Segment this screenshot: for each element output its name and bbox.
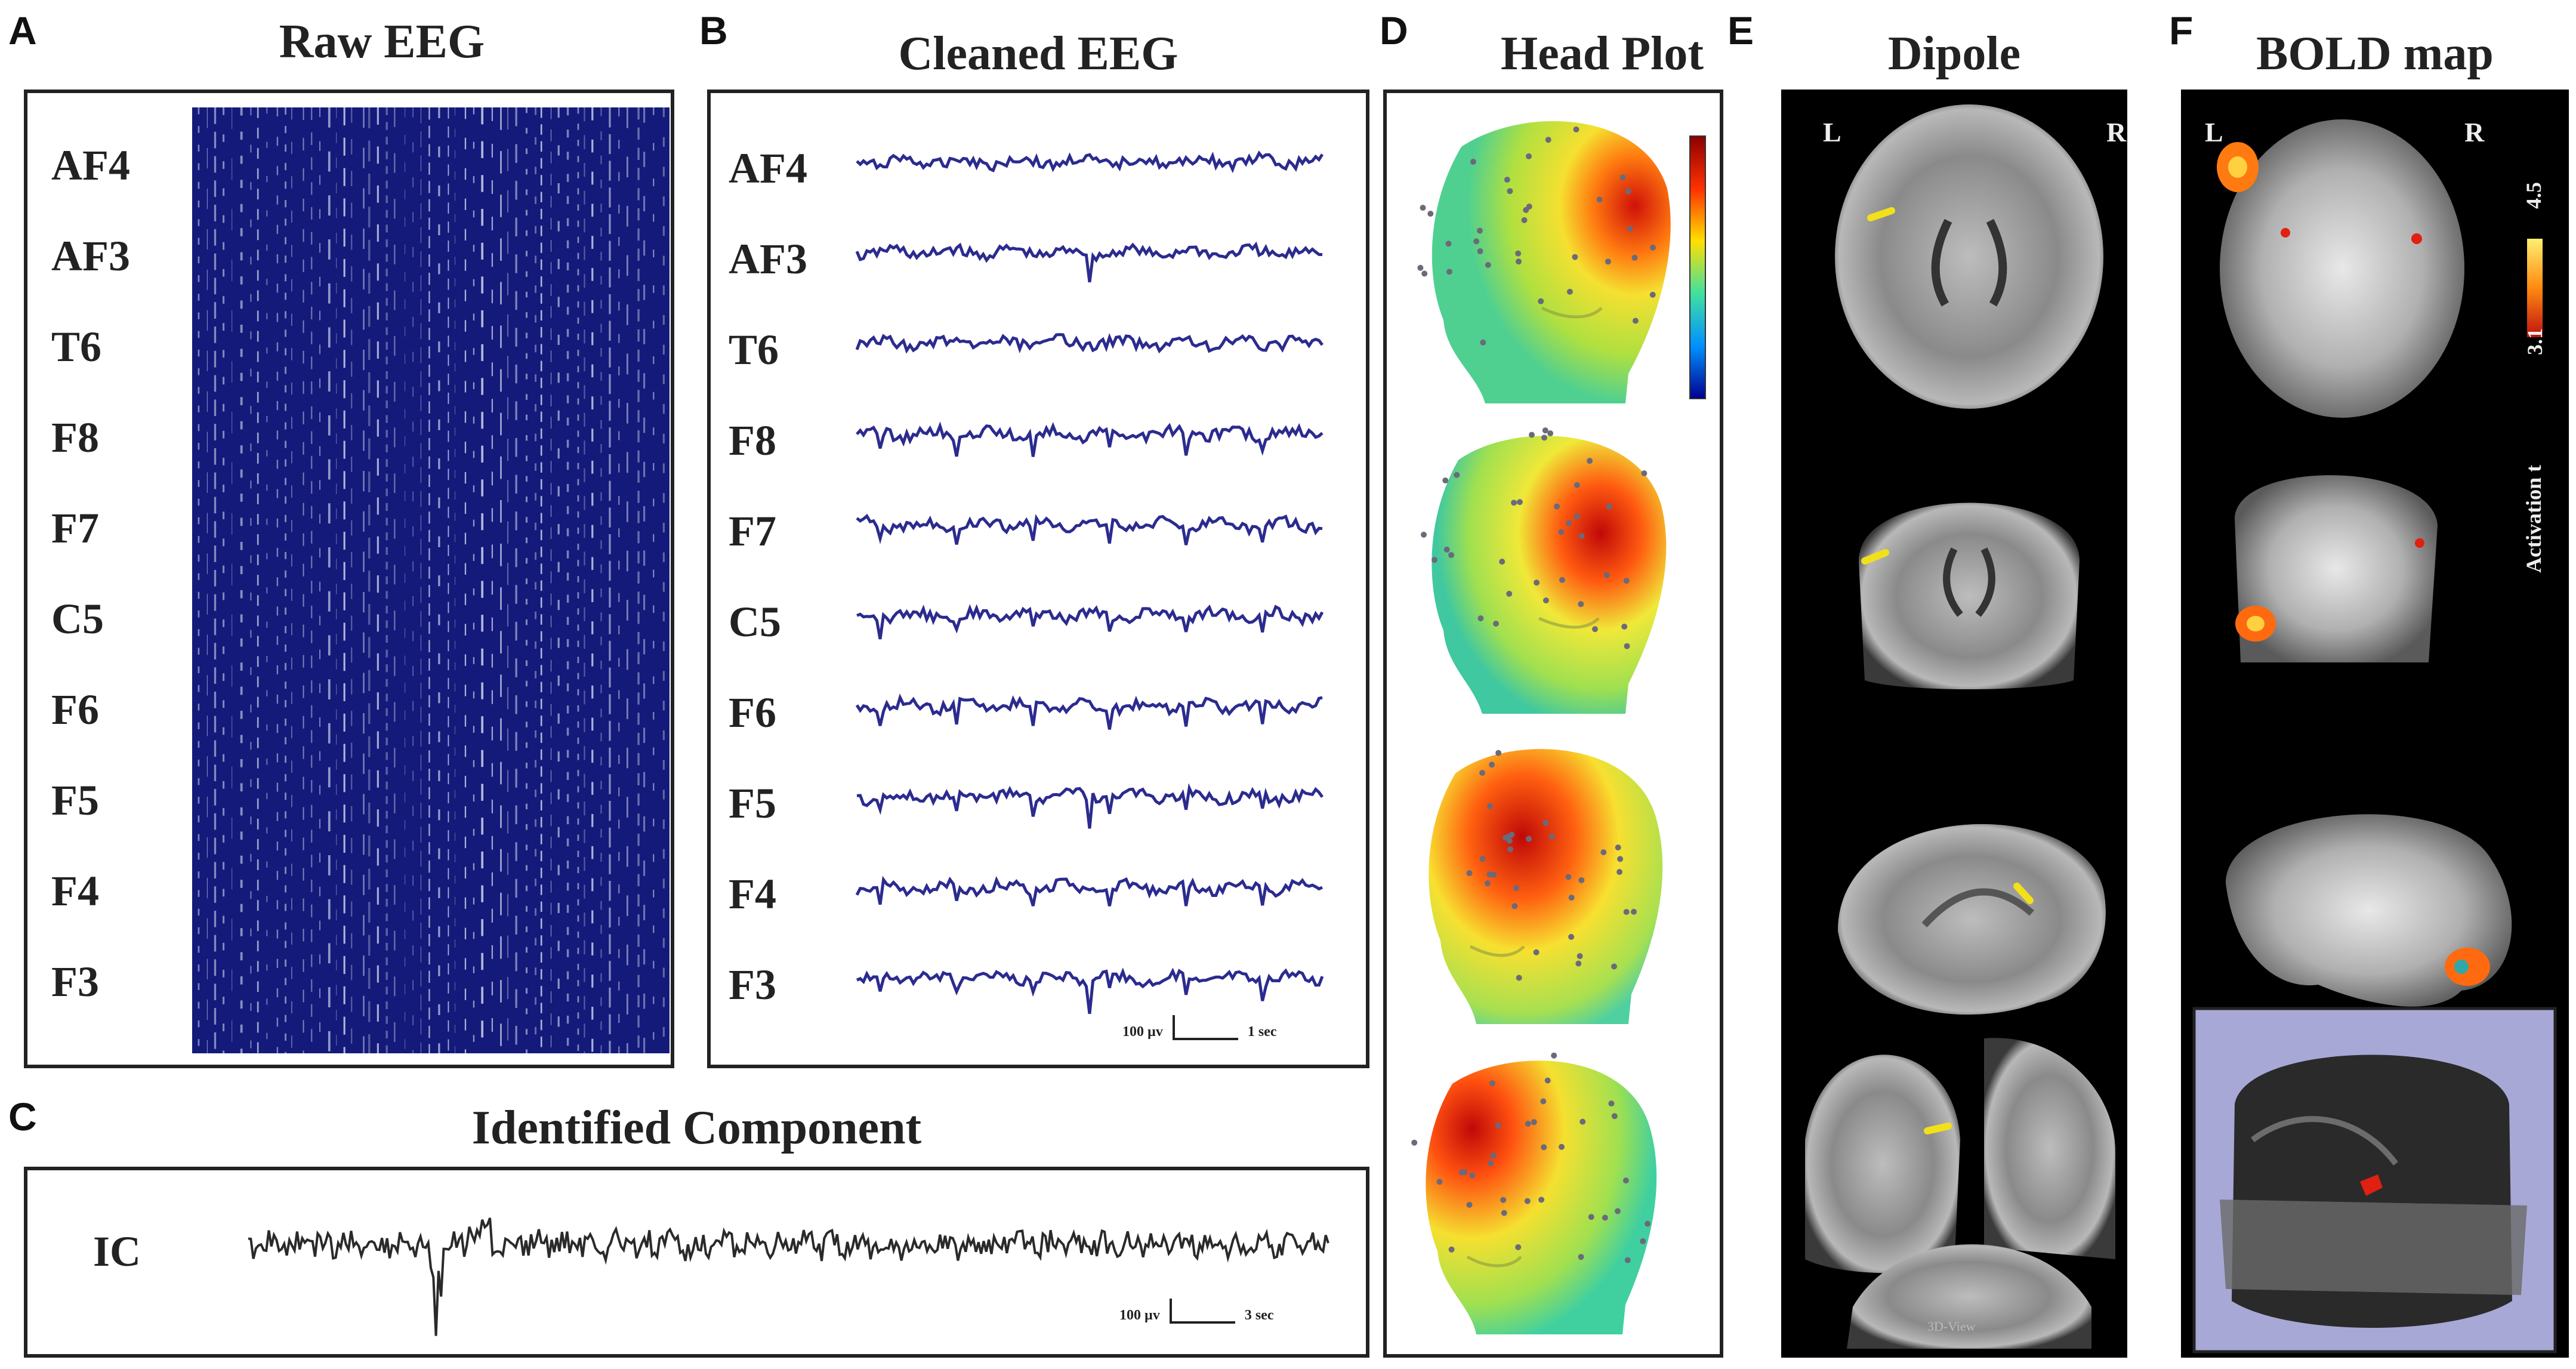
panel-d-letter: D xyxy=(1380,8,1408,53)
bold-map-panel: L R xyxy=(2181,90,2569,1358)
head-1 xyxy=(1432,121,1671,404)
panel-c-letter: C xyxy=(8,1094,37,1139)
clean-channel-label-f3: F3 xyxy=(729,961,776,1009)
panel-a-title: Raw EEG xyxy=(279,16,485,68)
bold-brain-images xyxy=(2192,119,2557,1353)
clean-channel-label-f8: F8 xyxy=(729,417,776,464)
cleaned-eeg-frame: AF4 AF3 T6 F8 F7 C5 F6 F5 F4 F3 100 µv 1 sec xyxy=(707,90,1369,1068)
dipole-3d-view-label: 3D-View xyxy=(1927,1319,1976,1334)
component-label: IC xyxy=(93,1228,141,1275)
raw-channel-label-af4: AF4 xyxy=(51,141,130,189)
clean-channel-label-af3: AF3 xyxy=(729,235,807,283)
dipole-left-marker: L xyxy=(1823,117,1841,147)
clean-channel-label-f7: F7 xyxy=(729,507,776,555)
panel-c-title: Identified Component xyxy=(471,1102,922,1154)
raw-channel-label-f4: F4 xyxy=(51,867,99,915)
cleaned-eeg-plot xyxy=(855,150,1324,1015)
bold-axial-slice xyxy=(2217,119,2464,418)
head-plot-colorbar xyxy=(1689,135,1706,399)
bold-colorbar xyxy=(2527,239,2543,337)
head-3 xyxy=(1429,749,1663,1024)
bold-coronal-slice xyxy=(2235,475,2438,662)
cleaned-trace-f7 xyxy=(856,513,1323,545)
clean-channel-label-c5: C5 xyxy=(729,598,781,646)
panel-f-title: BOLD map xyxy=(2256,27,2494,80)
cleaned-scale-amp: 100 µv xyxy=(1122,1024,1163,1040)
component-scale-bar-shape xyxy=(1169,1299,1235,1324)
clean-channel-label-f6: F6 xyxy=(729,689,776,736)
bold-right-marker: R xyxy=(2464,117,2485,147)
bold-colorbar-label: Activation t xyxy=(2522,465,2546,573)
clean-channel-label-f4: F4 xyxy=(729,870,776,918)
panel-f-letter: F xyxy=(2169,8,2194,53)
bold-left-marker: L xyxy=(2205,117,2223,147)
component-scalebar: 100 µv 3 sec xyxy=(1119,1299,1273,1324)
bold-3d-head xyxy=(2220,1054,2527,1328)
raw-channel-label-t6: T6 xyxy=(51,323,102,371)
head-2 xyxy=(1432,436,1667,714)
bold-colorbar-max: 4.5 xyxy=(2522,182,2546,209)
clean-channel-label-t6: T6 xyxy=(729,326,779,374)
cleaned-trace-c5 xyxy=(856,604,1324,640)
raw-channel-label-f5: F5 xyxy=(51,776,99,824)
dipole-3d-view xyxy=(1805,1038,2115,1349)
component-scale-amp: 100 µv xyxy=(1119,1308,1160,1323)
cleaned-scale-bar-shape xyxy=(1172,1015,1238,1040)
raw-eeg-frame: AF4 AF3 T6 F8 F7 C5 F6 F5 F4 F3 xyxy=(24,90,674,1068)
head-plot-frame xyxy=(1383,90,1723,1358)
raw-channel-label-f6: F6 xyxy=(51,686,99,733)
panel-e-letter: E xyxy=(1727,8,1754,53)
cleaned-trace-f4 xyxy=(855,875,1323,906)
cleaned-trace-t6 xyxy=(855,333,1324,354)
dipole-brain-slices xyxy=(1805,104,2115,1349)
dipole-panel: L R xyxy=(1781,90,2127,1358)
dipole-right-marker: R xyxy=(2106,117,2127,147)
component-scale-time: 3 sec xyxy=(1244,1308,1274,1323)
panel-d-title: Head Plot xyxy=(1501,27,1704,80)
clean-channel-label-af4: AF4 xyxy=(729,144,807,192)
dipole-coronal-slice xyxy=(1859,502,2080,689)
component-trace-plot xyxy=(248,1217,1329,1336)
dipole-sagittal-slice xyxy=(1838,824,2106,1015)
head-plots xyxy=(1411,121,1706,1334)
component-trace xyxy=(248,1217,1329,1336)
panel-b-title: Cleaned EEG xyxy=(898,27,1179,80)
raw-eeg-plot xyxy=(192,107,670,1053)
cleaned-eeg-scalebar: 100 µv 1 sec xyxy=(1122,1015,1276,1040)
clean-channel-label-f5: F5 xyxy=(729,779,776,827)
panel-a-letter: A xyxy=(8,8,37,53)
cleaned-trace-f5 xyxy=(856,783,1324,829)
raw-eeg-streaks xyxy=(198,107,665,1053)
cleaned-trace-f6 xyxy=(855,693,1323,730)
component-frame: IC 100 µv 3 sec xyxy=(24,1167,1369,1358)
cleaned-trace-f8 xyxy=(856,421,1324,457)
raw-channel-label-f3: F3 xyxy=(51,958,99,1006)
raw-channel-label-af3: AF3 xyxy=(51,232,130,280)
cleaned-trace-af3 xyxy=(855,241,1323,283)
bold-3d-surface xyxy=(2226,814,2512,1007)
raw-channel-label-f7: F7 xyxy=(51,504,99,552)
cleaned-trace-f3 xyxy=(856,967,1324,1015)
cleaned-scale-time: 1 sec xyxy=(1247,1024,1277,1040)
cleaned-trace-af4 xyxy=(856,150,1324,174)
raw-channel-label-c5: C5 xyxy=(51,595,104,643)
dipole-axial-slice xyxy=(1835,104,2103,409)
panel-e-title: Dipole xyxy=(1887,27,2021,80)
bold-colorbar-min: 3.1 xyxy=(2523,328,2547,355)
panel-b-letter: B xyxy=(699,8,728,53)
electrode-markers xyxy=(1411,126,1656,1263)
raw-channel-label-f8: F8 xyxy=(51,414,99,461)
